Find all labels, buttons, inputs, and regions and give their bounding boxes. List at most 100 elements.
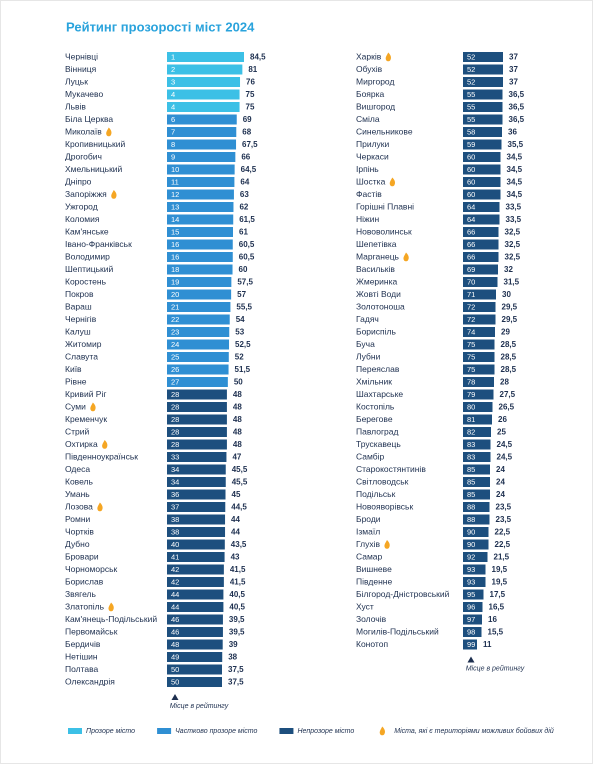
value-label: 21,5 <box>494 553 510 562</box>
value-label: 34,5 <box>507 190 523 199</box>
city-name: Бердичів <box>65 639 101 649</box>
bar <box>167 302 231 312</box>
city-name: Ізмаїл <box>356 526 380 536</box>
rank-label: 20 <box>171 290 179 299</box>
rank-label: 42 <box>171 577 179 586</box>
bar <box>167 314 230 325</box>
city-name: Бровари <box>65 551 99 561</box>
axis-label: Місце в рейтингу <box>170 702 229 710</box>
city-name: Синельникове <box>356 126 413 136</box>
value-label: 37,5 <box>228 678 244 687</box>
value-label: 43,5 <box>231 540 247 549</box>
rank-label: 49 <box>171 652 179 661</box>
city-name: Полтава <box>65 664 99 674</box>
bar <box>463 314 496 325</box>
city-name: Конотоп <box>356 639 388 649</box>
bar <box>463 589 484 600</box>
city-name: Кам'янець-Подільський <box>65 614 157 624</box>
value-label: 67,5 <box>242 140 258 149</box>
bar <box>167 177 235 187</box>
value-label: 64,5 <box>241 165 257 174</box>
bar <box>167 614 223 625</box>
value-label: 23,5 <box>496 515 512 524</box>
bar <box>167 377 228 387</box>
bar <box>463 364 495 375</box>
rank-label: 27 <box>171 377 179 386</box>
rank-label: 95 <box>467 590 475 599</box>
city-name: Переяслав <box>356 364 400 374</box>
city-name: Володимир <box>65 251 110 261</box>
combat-icon <box>389 177 396 187</box>
bar <box>167 577 224 587</box>
city-name: Миколаїв <box>65 126 102 136</box>
rank-label: 75 <box>467 365 475 374</box>
rank-pointer <box>467 656 475 663</box>
value-label: 34,5 <box>507 178 523 187</box>
bar <box>167 439 227 450</box>
bar <box>167 639 223 650</box>
rank-label: 93 <box>467 577 475 586</box>
city-name: Первомайськ <box>65 626 118 636</box>
city-name: Вишневе <box>356 564 392 574</box>
city-name: Нововолинськ <box>356 226 412 236</box>
value-label: 22,5 <box>495 540 511 549</box>
value-label: 37,5 <box>228 665 244 674</box>
value-label: 27,5 <box>500 390 516 399</box>
bar <box>167 539 225 550</box>
title: Рейтинг прозорості міст 2024 <box>66 19 255 34</box>
city-name: Коростень <box>65 276 107 286</box>
rank-label: 75 <box>467 340 475 349</box>
city-name: Звягель <box>65 589 96 599</box>
value-label: 30 <box>502 290 511 299</box>
city-name: Київ <box>65 364 82 374</box>
rank-label: 93 <box>467 565 475 574</box>
bar <box>167 552 225 562</box>
rank-label: 85 <box>467 465 475 474</box>
rank-label: 90 <box>467 540 475 549</box>
rank-label: 81 <box>467 415 475 424</box>
value-label: 34,5 <box>507 165 523 174</box>
rank-label: 38 <box>171 515 179 524</box>
city-name: Буча <box>356 339 375 349</box>
value-label: 36,5 <box>509 103 525 112</box>
city-name: Суми <box>65 401 86 411</box>
rank-label: 72 <box>467 315 475 324</box>
city-name: Охтирка <box>65 439 98 449</box>
bar <box>167 64 243 75</box>
rank-label: 52 <box>467 65 475 74</box>
bar <box>167 564 224 575</box>
city-name: Дубно <box>65 539 90 549</box>
legend-swatch <box>68 728 82 734</box>
value-label: 26 <box>498 415 507 424</box>
combat-icon <box>108 602 114 612</box>
value-label: 44,5 <box>231 503 247 512</box>
bar <box>463 452 491 462</box>
value-label: 75 <box>246 90 255 99</box>
rank-label: 4 <box>171 90 175 99</box>
bar <box>463 402 493 412</box>
value-label: 48 <box>233 390 242 399</box>
bar <box>463 639 477 650</box>
value-label: 11 <box>483 640 492 649</box>
rank-label: 82 <box>467 427 475 436</box>
rank-label: 60 <box>467 190 475 199</box>
rank-label: 59 <box>467 140 475 149</box>
bar <box>167 664 222 675</box>
city-name: Вараш <box>65 301 92 311</box>
bar <box>463 552 488 562</box>
value-label: 24,5 <box>497 440 513 449</box>
value-label: 60,5 <box>239 253 255 262</box>
rank-label: 19 <box>171 277 179 286</box>
value-label: 57 <box>237 290 246 299</box>
rank-label: 88 <box>467 502 475 511</box>
legend-swatch <box>279 728 294 734</box>
city-name: Кривий Ріг <box>65 389 106 399</box>
rank-label: 69 <box>467 265 475 274</box>
bar <box>463 389 494 400</box>
city-name: Південне <box>356 576 392 586</box>
value-label: 24 <box>496 478 505 487</box>
city-name: Золочів <box>356 614 387 624</box>
value-label: 57,5 <box>237 278 253 287</box>
rank-label: 12 <box>171 190 179 199</box>
value-label: 32,5 <box>505 228 521 237</box>
